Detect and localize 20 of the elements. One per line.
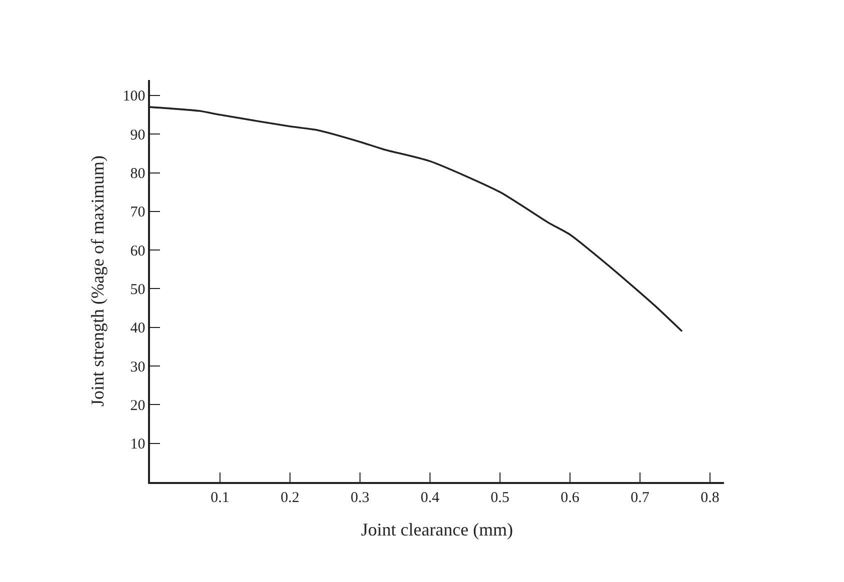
y-tick-label: 30 bbox=[130, 359, 146, 376]
x-tick-label: 0.1 bbox=[210, 490, 230, 506]
x-tick-label: 0.6 bbox=[560, 490, 580, 506]
x-tick-label: 0.4 bbox=[420, 490, 440, 506]
y-tick-label: 60 bbox=[130, 243, 146, 260]
y-tick-label: 50 bbox=[130, 282, 146, 298]
y-axis-title: Joint strength (%age of maximum) bbox=[87, 156, 108, 406]
x-tick-label: 0.2 bbox=[280, 490, 300, 506]
x-tick-label: 0.7 bbox=[630, 490, 650, 506]
y-tick-label: 40 bbox=[130, 320, 146, 337]
y-tick-label: 10 bbox=[130, 436, 146, 453]
x-tick-label: 0.5 bbox=[490, 490, 510, 506]
y-tick-label: 70 bbox=[130, 204, 146, 221]
y-tick-label: 100 bbox=[122, 88, 146, 105]
x-axis-title: Joint clearance (mm) bbox=[361, 519, 513, 540]
x-tick-label: 0.8 bbox=[700, 490, 720, 506]
y-tick-label: 20 bbox=[130, 398, 146, 414]
y-tick-label: 90 bbox=[130, 127, 146, 144]
x-tick-label: 0.3 bbox=[350, 490, 370, 506]
y-tick-label: 80 bbox=[130, 166, 146, 182]
